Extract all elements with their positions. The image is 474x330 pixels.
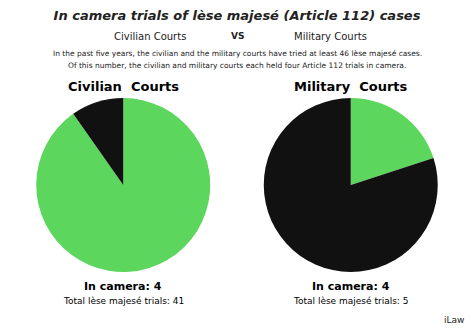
svg-text:In camera trials of lèse majes: In camera trials of lèse majesé (Article…: [54, 8, 421, 23]
svg-text:Total lèse majesé trials: 5: Total lèse majesé trials: 5: [293, 296, 408, 306]
svg-text:Military Courts: Military Courts: [294, 79, 408, 94]
svg-text:In camera: 4: In camera: 4: [84, 280, 162, 293]
svg-text:Of this number, the civilian a: Of this number, the civilian and militar…: [68, 61, 406, 70]
svg-text:Military Courts: Military Courts: [294, 31, 367, 42]
svg-text:iLaw: iLaw: [444, 315, 464, 325]
svg-text:VS: VS: [231, 31, 244, 41]
svg-text:Civilian Courts: Civilian Courts: [114, 31, 186, 42]
svg-text:Civilian Courts: Civilian Courts: [68, 79, 179, 94]
svg-text:In the past five years, the ci: In the past five years, the civilian and…: [53, 49, 422, 58]
svg-text:In camera: 4: In camera: 4: [312, 280, 390, 293]
svg-text:Total lèse majesé trials: 41: Total lèse majesé trials: 41: [63, 296, 184, 306]
